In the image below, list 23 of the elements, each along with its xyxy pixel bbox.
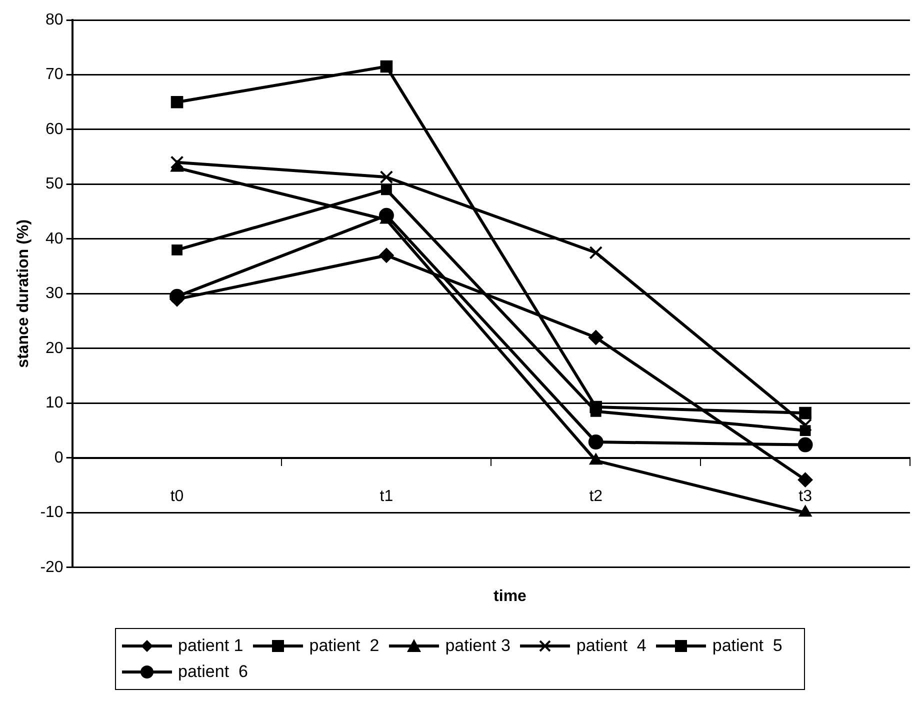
legend-label: patient 2 [309, 636, 380, 656]
y-tick-label: 30 [46, 285, 64, 302]
y-tick-label: 20 [46, 340, 64, 357]
x-axis-title: time [492, 588, 528, 606]
y-axis-title: stance duration (%) [15, 219, 32, 368]
y-tick-label: 50 [46, 176, 64, 193]
x-tick-label: t1 [380, 488, 394, 505]
y-tick-label: 0 [54, 449, 64, 466]
legend-label: patient 5 [712, 636, 782, 656]
y-tick-label: 10 [46, 394, 64, 412]
x-tick-label: t0 [170, 488, 184, 505]
legend-label: patient 1 [178, 636, 244, 656]
legend-label: patient 4 [576, 636, 646, 656]
y-tick-label: 40 [46, 230, 64, 248]
y-tick-label: 60 [46, 120, 64, 138]
legend-label: patient 6 [178, 662, 248, 682]
x-tick-label: t3 [798, 488, 812, 505]
legend-label: patient 3 [445, 636, 510, 656]
y-tick-label: 80 [46, 11, 64, 28]
y-tick-label: 70 [46, 66, 64, 84]
y-tick-label: -20 [40, 558, 64, 576]
x-tick-label: t2 [589, 488, 603, 505]
y-tick-label: -10 [40, 504, 64, 522]
